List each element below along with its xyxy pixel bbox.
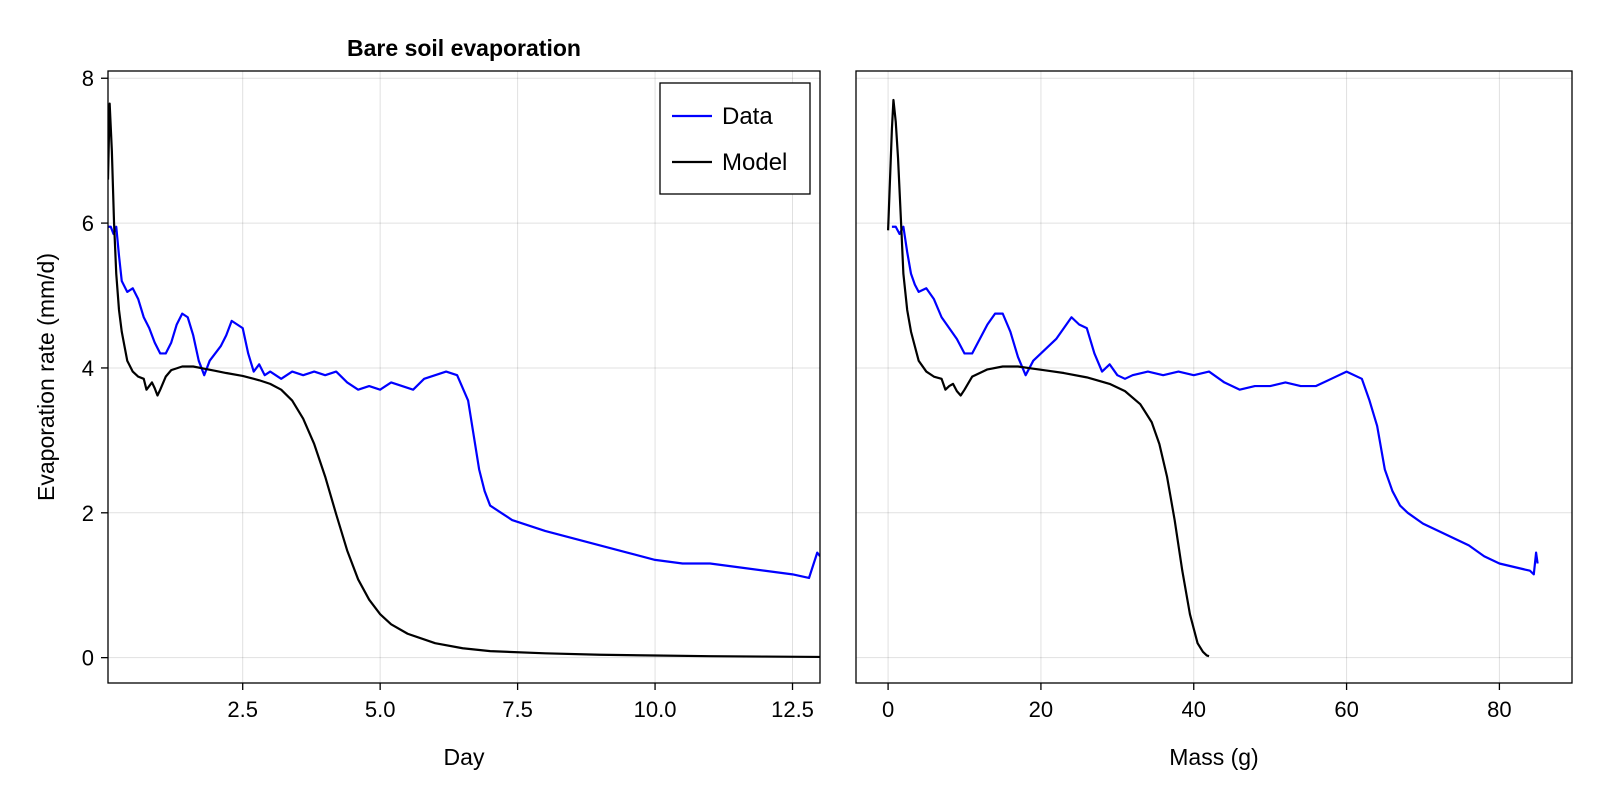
panel-left: 2.5 5.0 7.5 10.0 12.5 0 2 4 6 8 Bare soil evapora… [33, 35, 821, 770]
legend: Data Model [659, 82, 811, 195]
left-y-tick-label: 0 [82, 646, 94, 671]
left-series [108, 102, 820, 659]
left-x-tick-label: 12.5 [771, 697, 814, 722]
left-series-data-line [108, 225, 820, 580]
right-series-model-line [886, 98, 1210, 658]
left-plot-frame [107, 70, 821, 684]
left-y-axis-label: Evaporation rate (mm/d) [33, 253, 59, 501]
right-x-tick-label: 20 [1029, 697, 1053, 722]
right-plot-frame [855, 70, 1573, 684]
left-x-tick-label: 7.5 [502, 697, 533, 722]
legend-label-model: Model [722, 149, 787, 176]
left-y-tick-label: 2 [82, 501, 94, 526]
right-x-tick-label: 0 [882, 697, 894, 722]
right-gridlines [856, 71, 1572, 683]
right-series-data-line [891, 225, 1539, 576]
panel-right: 0 20 40 60 80 Mass (g) [855, 70, 1573, 770]
left-x-tick-label: 5.0 [365, 697, 396, 722]
legend-label-data: Data [722, 103, 773, 130]
left-ticks: 2.5 5.0 7.5 10.0 12.5 0 2 4 6 8 [82, 66, 814, 722]
left-y-tick-label: 8 [82, 66, 94, 91]
left-gridlines [108, 71, 820, 683]
right-x-axis-label: Mass (g) [1169, 744, 1258, 770]
right-x-tick-label: 40 [1182, 697, 1206, 722]
left-x-tick-label: 2.5 [227, 697, 258, 722]
right-x-tick-label: 80 [1487, 697, 1511, 722]
left-series-model-line [108, 102, 820, 659]
left-y-tick-label: 6 [82, 211, 94, 236]
left-y-tick-label: 4 [82, 356, 94, 381]
right-x-tick-label: 60 [1334, 697, 1358, 722]
left-chart-title: Bare soil evaporation [347, 35, 581, 61]
right-series [886, 98, 1539, 658]
left-x-tick-label: 10.0 [634, 697, 677, 722]
right-ticks: 0 20 40 60 80 [882, 683, 1512, 722]
left-x-axis-label: Day [444, 744, 485, 770]
legend-box [659, 82, 811, 195]
